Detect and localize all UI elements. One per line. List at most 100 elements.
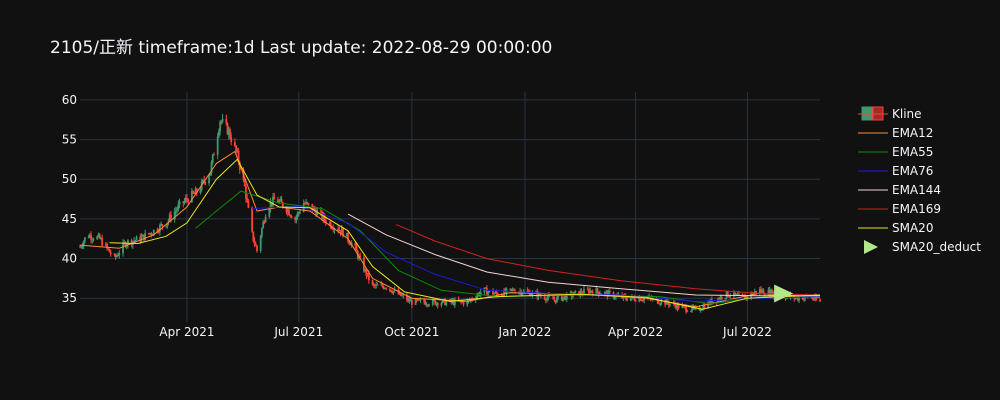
candle-body: [462, 301, 465, 305]
candle-body: [812, 299, 815, 301]
candle-body: [264, 216, 267, 223]
candle-body: [667, 303, 670, 306]
candle-body: [254, 243, 257, 246]
legend[interactable]: Kline EMA12 EMA55 EMA76 EMA144 EMA169 SMA20 SMA…: [858, 106, 981, 254]
candle-body: [701, 309, 703, 311]
candle-body: [431, 299, 434, 305]
candle-body: [726, 291, 729, 297]
legend-label: EMA55: [892, 145, 933, 159]
candle-body: [286, 209, 289, 213]
candle-body: [273, 196, 276, 200]
candle-body: [444, 299, 446, 306]
candle-body: [519, 290, 521, 292]
chart-title: 2105/正新 timeframe:1d Last update: 2022-0…: [50, 38, 553, 58]
candle-body: [556, 297, 558, 303]
candle-body: [160, 224, 163, 226]
candle-body: [307, 203, 310, 205]
candle-body: [793, 294, 796, 299]
candle-body: [454, 299, 456, 305]
candle-body: [583, 289, 585, 295]
sma20-deduct-marker[interactable]: [774, 284, 794, 303]
candle-body: [390, 289, 392, 292]
candle-body: [681, 305, 684, 308]
candle-body: [118, 253, 121, 256]
candle-body: [589, 290, 592, 294]
candle-body: [210, 162, 213, 173]
candle-body: [588, 289, 590, 294]
candle-body: [638, 298, 641, 302]
candle-body: [84, 237, 86, 242]
candle-body: [734, 292, 737, 295]
candle-body: [184, 197, 187, 201]
candle-body: [187, 199, 190, 203]
candle-body: [683, 305, 686, 307]
candle-body: [152, 229, 155, 235]
candle-body: [211, 154, 214, 163]
candle-body: [183, 200, 186, 204]
candle-body: [563, 295, 566, 298]
candle-body: [690, 310, 692, 312]
candle-body: [699, 309, 702, 311]
candle-body: [268, 208, 271, 217]
candle-body: [606, 291, 609, 297]
candle-body: [178, 201, 181, 205]
candle-body: [340, 227, 343, 234]
candle-body: [655, 298, 658, 300]
candle-body: [99, 238, 102, 240]
candle-body: [174, 210, 177, 212]
candle-body: [315, 210, 317, 216]
candle-body: [371, 280, 374, 285]
candle-body: [666, 299, 669, 304]
kline-candles[interactable]: [79, 113, 821, 314]
candle-body: [354, 242, 357, 246]
indicator-lines[interactable]: [79, 150, 821, 310]
candle-body: [733, 292, 735, 297]
candle-body: [769, 290, 772, 296]
candle-body: [760, 289, 762, 292]
sma20-deduct-legend-icon: [864, 240, 878, 254]
candle-body: [768, 289, 771, 296]
candle-body: [586, 289, 589, 291]
candle-body: [707, 301, 710, 309]
candle-body: [718, 298, 721, 300]
candle-body: [719, 296, 722, 300]
candle-body: [762, 289, 765, 294]
candle-body: [277, 199, 279, 203]
candle-body: [313, 207, 316, 211]
candle-body: [466, 300, 469, 305]
candle-body: [219, 121, 222, 132]
candle-body: [569, 292, 572, 294]
candle-body: [536, 291, 539, 298]
candle-body: [729, 296, 732, 298]
candle-body: [139, 236, 142, 242]
candle-body: [109, 252, 112, 255]
candle-body: [278, 200, 281, 203]
legend-label: EMA169: [892, 202, 941, 216]
candle-body: [324, 220, 327, 224]
legend-label: SMA20: [892, 221, 933, 235]
candle-body: [199, 189, 202, 194]
candle-body: [487, 291, 490, 295]
y-tick-label: 60: [62, 93, 77, 107]
ema55-line: [195, 190, 821, 305]
candle-body: [306, 202, 309, 204]
candle-body: [488, 290, 491, 292]
candle-body: [492, 290, 494, 295]
candle-body: [682, 305, 685, 307]
candle-body: [143, 234, 145, 240]
candle-body: [108, 249, 111, 253]
candle-body: [312, 207, 315, 211]
candle-body: [424, 302, 427, 305]
candle-body: [521, 293, 524, 295]
legend-label: EMA12: [892, 126, 933, 140]
candle-body: [607, 290, 610, 297]
candle-body: [658, 303, 660, 305]
candle-body: [339, 230, 342, 234]
candle-body: [574, 291, 577, 293]
candle-body: [553, 299, 556, 301]
candle-body: [728, 296, 730, 298]
candle-body: [104, 243, 107, 246]
candle-body: [814, 296, 816, 300]
candle-body: [190, 191, 193, 203]
